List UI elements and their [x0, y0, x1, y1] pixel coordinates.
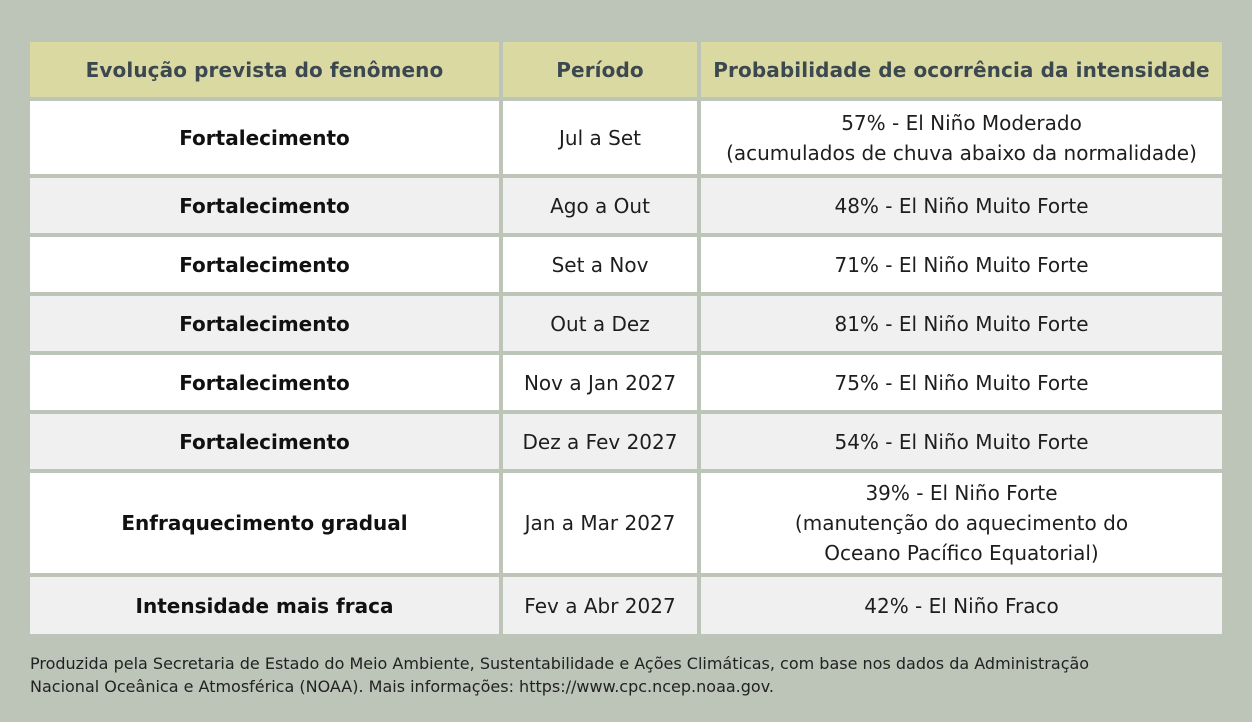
header-probabilidade: Probabilidade de ocorrência da intensida…	[697, 42, 1222, 101]
forecast-table: Evolução prevista do fenômeno Período Pr…	[30, 42, 1222, 634]
evolucao-cell: Enfraquecimento gradual	[30, 469, 503, 577]
periodo-cell: Ago a Out	[499, 174, 701, 237]
table-body: Fortalecimento Jul a Set 57% - El Niño M…	[30, 97, 1222, 634]
probabilidade-line: (manutenção do aquecimento do	[794, 511, 1129, 535]
evolucao-cell: Fortalecimento	[30, 233, 503, 296]
table-row: Fortalecimento Ago a Out 48% - El Niño M…	[30, 174, 1222, 237]
table-row: Fortalecimento Nov a Jan 2027 75% - El N…	[30, 351, 1222, 414]
probabilidade-cell: 75% - El Niño Muito Forte	[697, 351, 1222, 414]
periodo-cell: Dez a Fev 2027	[499, 410, 701, 473]
periodo-cell: Fev a Abr 2027	[499, 573, 701, 634]
evolucao-cell: Fortalecimento	[30, 410, 503, 473]
header-evolucao: Evolução prevista do fenômeno	[30, 42, 503, 101]
periodo-cell: Set a Nov	[499, 233, 701, 296]
evolucao-cell: Fortalecimento	[30, 97, 503, 178]
probabilidade-line: 71% - El Niño Muito Forte	[834, 252, 1089, 277]
probabilidade-line: Oceano Pacífico Equatorial)	[824, 541, 1099, 565]
probabilidade-line: 75% - El Niño Muito Forte	[834, 370, 1089, 395]
table-row: Fortalecimento Out a Dez 81% - El Niño M…	[30, 292, 1222, 355]
evolucao-cell: Intensidade mais fraca	[30, 573, 503, 634]
header-row: Evolução prevista do fenômeno Período Pr…	[30, 42, 1222, 101]
probabilidade-cell: 71% - El Niño Muito Forte	[697, 233, 1222, 296]
probabilidade-line: (acumulados de chuva abaixo da normalida…	[726, 140, 1197, 165]
table-row: Fortalecimento Dez a Fev 2027 54% - El N…	[30, 410, 1222, 473]
probabilidade-cell: 54% - El Niño Muito Forte	[697, 410, 1222, 473]
footnote-line: Nacional Oceânica e Atmosférica (NOAA). …	[30, 677, 775, 696]
table-row: Fortalecimento Jul a Set 57% - El Niño M…	[30, 97, 1222, 178]
evolucao-cell: Fortalecimento	[30, 174, 503, 237]
evolucao-cell: Fortalecimento	[30, 351, 503, 414]
footnote-line: Produzida pela Secretaria de Estado do M…	[30, 654, 1090, 673]
periodo-cell: Out a Dez	[499, 292, 701, 355]
probabilidade-line: 48% - El Niño Muito Forte	[834, 193, 1089, 218]
probabilidade-cell: 57% - El Niño Moderado (acumulados de ch…	[697, 97, 1222, 178]
probabilidade-cell: 81% - El Niño Muito Forte	[697, 292, 1222, 355]
table-header: Evolução prevista do fenômeno Período Pr…	[30, 42, 1222, 101]
periodo-cell: Jul a Set	[499, 97, 701, 178]
footnote: Produzida pela Secretaria de Estado do M…	[30, 652, 1222, 698]
probabilidade-line: 39% - El Niño Forte	[865, 481, 1058, 505]
probabilidade-cell: 48% - El Niño Muito Forte	[697, 174, 1222, 237]
table-row: Intensidade mais fraca Fev a Abr 2027 42…	[30, 573, 1222, 634]
probabilidade-line: 57% - El Niño Moderado	[841, 110, 1082, 135]
header-periodo: Período	[499, 42, 701, 101]
probabilidade-line: 81% - El Niño Muito Forte	[834, 311, 1089, 336]
periodo-cell: Nov a Jan 2027	[499, 351, 701, 414]
probabilidade-cell: 42% - El Niño Fraco	[697, 573, 1222, 634]
evolucao-cell: Fortalecimento	[30, 292, 503, 355]
table-row: Enfraquecimento gradual Jan a Mar 2027 3…	[30, 469, 1222, 577]
probabilidade-cell: 39% - El Niño Forte (manutenção do aquec…	[697, 469, 1222, 577]
probabilidade-line: 54% - El Niño Muito Forte	[834, 429, 1089, 454]
probabilidade-line: 42% - El Niño Fraco	[864, 593, 1059, 618]
forecast-table-container: Evolução prevista do fenômeno Período Pr…	[30, 42, 1222, 634]
periodo-cell: Jan a Mar 2027	[499, 469, 701, 577]
table-row: Fortalecimento Set a Nov 71% - El Niño M…	[30, 233, 1222, 296]
